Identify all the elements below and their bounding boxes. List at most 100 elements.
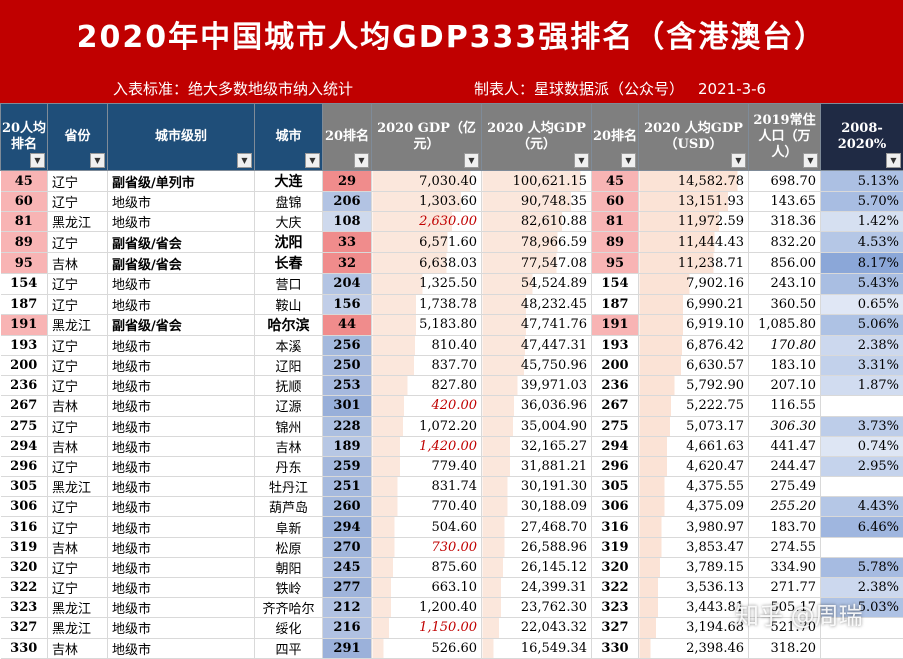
cell-gdp: 1,072.20 <box>372 416 482 436</box>
cell-level: 地级市 <box>108 477 255 497</box>
cell-pcgdp: 30,191.30 <box>482 477 592 497</box>
watermark: 知乎 @周瑞 <box>735 596 863 631</box>
filter-dropdown-icon[interactable]: ▼ <box>464 153 479 168</box>
cell-r20: 189 <box>323 436 372 456</box>
cell-level: 地级市 <box>108 456 255 476</box>
cell-level: 地级市 <box>108 578 255 598</box>
cell-pop: 170.80 <box>749 335 821 355</box>
cell-pop: 143.65 <box>749 192 821 212</box>
cell-rank: 267 <box>1 396 48 416</box>
header-usd[interactable]: 2020 人均GDP（USD）▼ <box>639 104 749 171</box>
cell-gdp: 1,303.60 <box>372 192 482 212</box>
cell-city: 大庆 <box>255 212 323 232</box>
cell-pop: 334.90 <box>749 557 821 577</box>
cell-pop: 318.36 <box>749 212 821 232</box>
cell-level: 副省级/省会 <box>108 232 255 253</box>
cell-pop: 698.70 <box>749 171 821 192</box>
filter-dropdown-icon[interactable]: ▼ <box>30 153 45 168</box>
cell-pct: 1.87% <box>821 376 903 396</box>
cell-pcgdp: 45,750.96 <box>482 355 592 375</box>
cell-pct: 3.31% <box>821 355 903 375</box>
ranking-table: 20人均排名▼ 省份▼ 城市级别▼ 城市▼ 20排名▼ 2020 GDP（亿元）… <box>0 103 903 659</box>
header-rank20[interactable]: 20排名▼ <box>323 104 372 171</box>
header-rank[interactable]: 20人均排名▼ <box>1 104 48 171</box>
filter-dropdown-icon[interactable]: ▼ <box>237 153 252 168</box>
cell-r20: 260 <box>323 497 372 517</box>
header-pct[interactable]: 2008-2020%▼ <box>821 104 903 171</box>
cell-usd: 4,375.09 <box>639 497 749 517</box>
filter-dropdown-icon[interactable]: ▼ <box>731 153 746 168</box>
cell-r20: 156 <box>323 294 372 314</box>
filter-active-icon[interactable]: ▼ <box>90 153 105 168</box>
cell-rank2: 267 <box>592 396 639 416</box>
cell-usd: 3,789.15 <box>639 557 749 577</box>
header-level[interactable]: 城市级别▼ <box>108 104 255 171</box>
header-province[interactable]: 省份▼ <box>48 104 108 171</box>
cell-gdp: 779.40 <box>372 456 482 476</box>
cell-usd: 7,902.16 <box>639 274 749 294</box>
cell-pct: 6.46% <box>821 517 903 537</box>
cell-pcgdp: 22,043.32 <box>482 618 592 638</box>
criteria-text: 入表标准：绝大多数地级市纳入统计 <box>113 78 353 99</box>
filter-dropdown-icon[interactable]: ▼ <box>305 153 320 168</box>
cell-gdp: 837.70 <box>372 355 482 375</box>
cell-rank2: 236 <box>592 376 639 396</box>
cell-r20: 245 <box>323 557 372 577</box>
cell-gdp: 1,420.00 <box>372 436 482 456</box>
cell-rank2: 200 <box>592 355 639 375</box>
filter-dropdown-icon[interactable]: ▼ <box>621 153 636 168</box>
cell-city: 辽阳 <box>255 355 323 375</box>
cell-gdp: 6,638.03 <box>372 253 482 274</box>
cell-prov: 黑龙江 <box>48 314 108 335</box>
cell-level: 地级市 <box>108 274 255 294</box>
cell-r20: 32 <box>323 253 372 274</box>
header-city[interactable]: 城市▼ <box>255 104 323 171</box>
cell-city: 锦州 <box>255 416 323 436</box>
cell-gdp: 810.40 <box>372 335 482 355</box>
cell-rank2: 60 <box>592 192 639 212</box>
cell-r20: 294 <box>323 517 372 537</box>
cell-pcgdp: 82,610.88 <box>482 212 592 232</box>
cell-pop: 1,085.80 <box>749 314 821 335</box>
cell-prov: 辽宁 <box>48 497 108 517</box>
cell-pcgdp: 16,549.34 <box>482 638 592 658</box>
cell-city: 阜新 <box>255 517 323 537</box>
cell-pct: 2.95% <box>821 456 903 476</box>
cell-pop: 832.20 <box>749 232 821 253</box>
header-pop[interactable]: 2019常住人口（万人）▼ <box>749 104 821 171</box>
cell-rank2: 45 <box>592 171 639 192</box>
cell-usd: 11,972.59 <box>639 212 749 232</box>
filter-dropdown-icon[interactable]: ▼ <box>803 153 818 168</box>
cell-rank: 319 <box>1 537 48 557</box>
cell-usd: 3,536.13 <box>639 578 749 598</box>
cell-level: 副省级/省会 <box>108 253 255 274</box>
header-gdp[interactable]: 2020 GDP（亿元）▼ <box>372 104 482 171</box>
header-rank2[interactable]: 20排名▼ <box>592 104 639 171</box>
filter-dropdown-icon[interactable]: ▼ <box>574 153 589 168</box>
cell-gdp: 504.60 <box>372 517 482 537</box>
filter-dropdown-icon[interactable]: ▼ <box>354 153 369 168</box>
cell-pcgdp: 39,971.03 <box>482 376 592 396</box>
cell-r20: 250 <box>323 355 372 375</box>
cell-city: 辽源 <box>255 396 323 416</box>
cell-gdp: 1,200.40 <box>372 598 482 618</box>
cell-rank: 200 <box>1 355 48 375</box>
cell-pcgdp: 24,399.31 <box>482 578 592 598</box>
cell-r20: 216 <box>323 618 372 638</box>
cell-pct: 4.43% <box>821 497 903 517</box>
cell-r20: 301 <box>323 396 372 416</box>
cell-prov: 吉林 <box>48 537 108 557</box>
filter-dropdown-icon[interactable]: ▼ <box>886 153 901 168</box>
cell-level: 地级市 <box>108 355 255 375</box>
cell-city: 牡丹江 <box>255 477 323 497</box>
cell-prov: 辽宁 <box>48 517 108 537</box>
header-pcgdp[interactable]: 2020 人均GDP（元）▼ <box>482 104 592 171</box>
